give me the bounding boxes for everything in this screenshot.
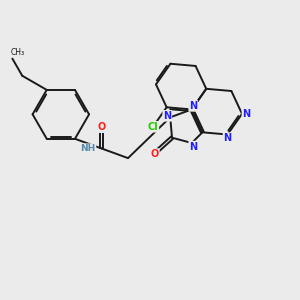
Text: N: N (189, 142, 197, 152)
Text: O: O (98, 122, 106, 132)
Text: NH: NH (80, 144, 96, 153)
Text: CH₃: CH₃ (11, 48, 25, 57)
Text: Cl: Cl (148, 122, 158, 132)
Text: N: N (163, 111, 171, 121)
Text: O: O (151, 149, 159, 159)
Text: N: N (242, 109, 250, 119)
Text: N: N (189, 101, 197, 111)
Text: N: N (224, 133, 232, 143)
